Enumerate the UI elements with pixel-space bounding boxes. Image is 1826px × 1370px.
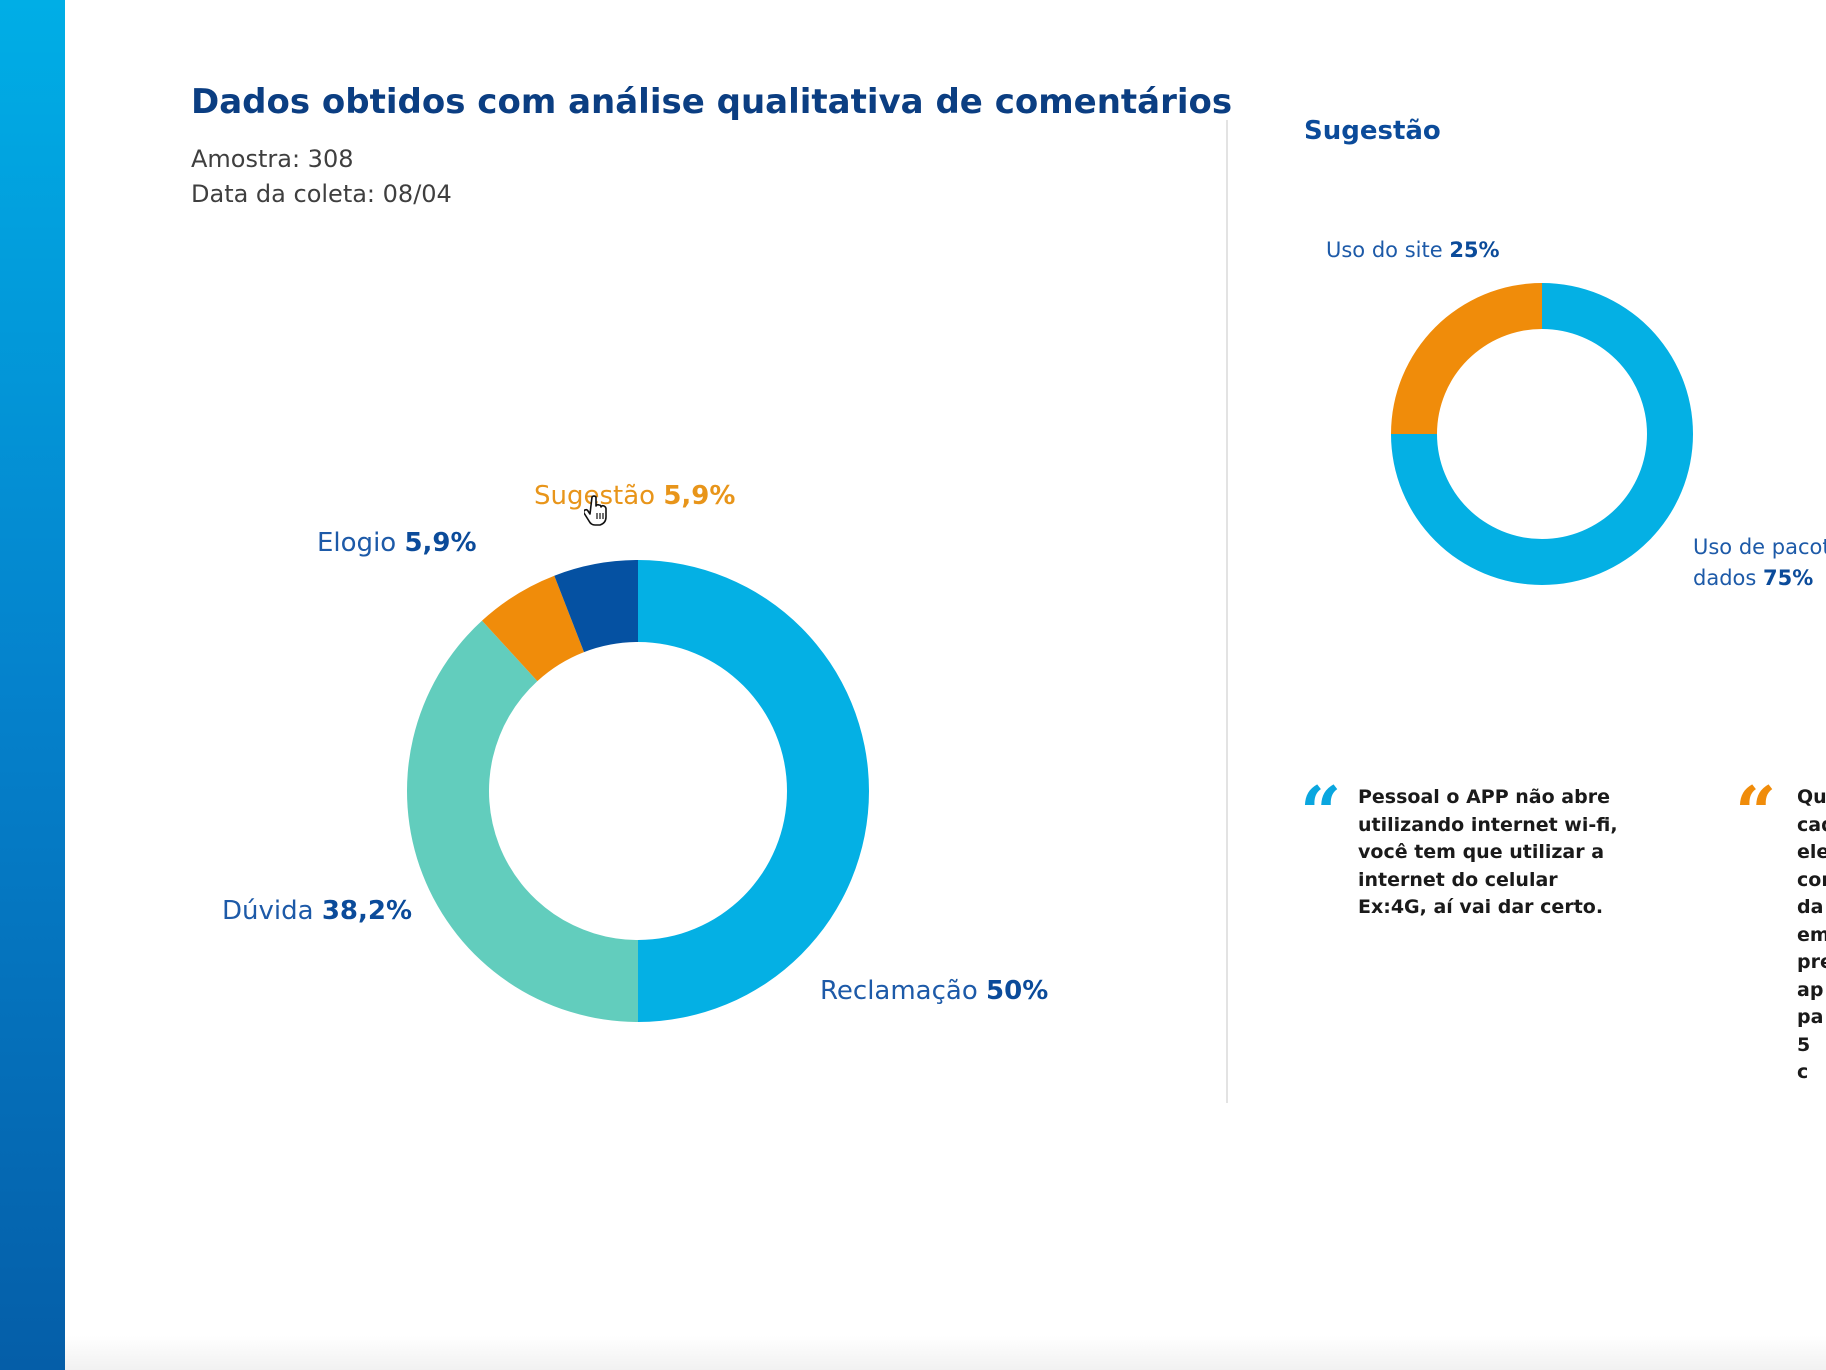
label-uso-de-pacote-line1: Uso de pacote bbox=[1693, 535, 1826, 559]
label-sugestao: Sugestão 5,9% bbox=[534, 481, 735, 511]
quote-2-line: 5 c bbox=[1797, 1033, 1811, 1084]
page-title: Dados obtidos com análise qualitativa de… bbox=[191, 82, 1233, 122]
label-sugestao-value: 5,9% bbox=[663, 481, 736, 511]
suggestion-donut-chart bbox=[1391, 283, 1693, 585]
left-accent-bar bbox=[0, 0, 65, 1370]
donut-slice-reclamacao bbox=[638, 560, 869, 1022]
donut-slice-uso-do-site bbox=[1391, 283, 1542, 434]
label-elogio-name: Elogio bbox=[317, 528, 397, 558]
quote-open-icon: “ bbox=[1300, 770, 1342, 855]
label-uso-do-site-value: 25% bbox=[1449, 238, 1500, 262]
label-uso-de-pacote-value: 75% bbox=[1763, 566, 1814, 590]
label-reclamacao: Reclamação 50% bbox=[820, 976, 1048, 1006]
label-duvida: Dúvida 38,2% bbox=[222, 896, 412, 926]
label-duvida-value: 38,2% bbox=[321, 896, 413, 926]
quote-1-line: internet do celular bbox=[1358, 868, 1558, 891]
collection-date-text: Data da coleta: 08/04 bbox=[191, 180, 452, 208]
quote-2: Qu cad ele con da em pre ap pa 5 c bbox=[1797, 784, 1826, 1087]
label-reclamacao-value: 50% bbox=[986, 976, 1049, 1006]
label-uso-de-pacote-line2: dados 75% bbox=[1693, 563, 1826, 594]
label-uso-de-pacote-name: dados bbox=[1693, 566, 1757, 590]
donut-slice-elogio bbox=[554, 560, 638, 653]
quote-1-line: Pessoal o APP não abre bbox=[1358, 786, 1610, 808]
quote-2-line: ele bbox=[1797, 841, 1826, 863]
hand-cursor-icon bbox=[584, 495, 607, 526]
donut-slice-duvida bbox=[406, 620, 638, 1022]
label-reclamacao-name: Reclamação bbox=[820, 976, 978, 1006]
quote-1-line: utilizando internet wi-fi, bbox=[1358, 813, 1618, 836]
label-elogio-value: 5,9% bbox=[404, 528, 477, 558]
quote-2-line: cad bbox=[1797, 813, 1826, 836]
quote-open-icon: “ bbox=[1735, 770, 1777, 855]
bottom-strip bbox=[65, 1336, 1826, 1370]
sample-size-text: Amostra: 308 bbox=[191, 145, 354, 173]
label-uso-do-site-name: Uso do site bbox=[1326, 238, 1443, 262]
quote-2-line: da bbox=[1797, 896, 1824, 918]
quote-2-line: Qu bbox=[1797, 786, 1826, 808]
main-donut-chart bbox=[406, 560, 869, 1022]
label-duvida-name: Dúvida bbox=[222, 896, 314, 926]
donut-slice-sugestao bbox=[481, 575, 585, 682]
quote-1-line: Ex:4G, aí vai dar certo. bbox=[1358, 896, 1604, 918]
label-elogio: Elogio 5,9% bbox=[317, 528, 477, 558]
donut-slice-uso-de-pacote-dados bbox=[1391, 283, 1693, 585]
quote-2-line: ap bbox=[1797, 978, 1824, 1001]
label-uso-de-pacote: Uso de pacote dados 75% bbox=[1693, 532, 1826, 594]
label-uso-do-site: Uso do site 25% bbox=[1326, 235, 1500, 266]
suggestion-section-title: Sugestão bbox=[1304, 116, 1441, 146]
section-divider bbox=[1226, 120, 1228, 1103]
quote-2-line: em bbox=[1797, 923, 1826, 946]
quote-1: Pessoal o APP não abre utilizando intern… bbox=[1358, 784, 1618, 922]
quote-2-line: con bbox=[1797, 868, 1826, 891]
quote-1-line: você tem que utilizar a bbox=[1358, 841, 1605, 863]
quote-2-line: pa bbox=[1797, 1006, 1824, 1028]
quote-2-line: pre bbox=[1797, 951, 1826, 973]
